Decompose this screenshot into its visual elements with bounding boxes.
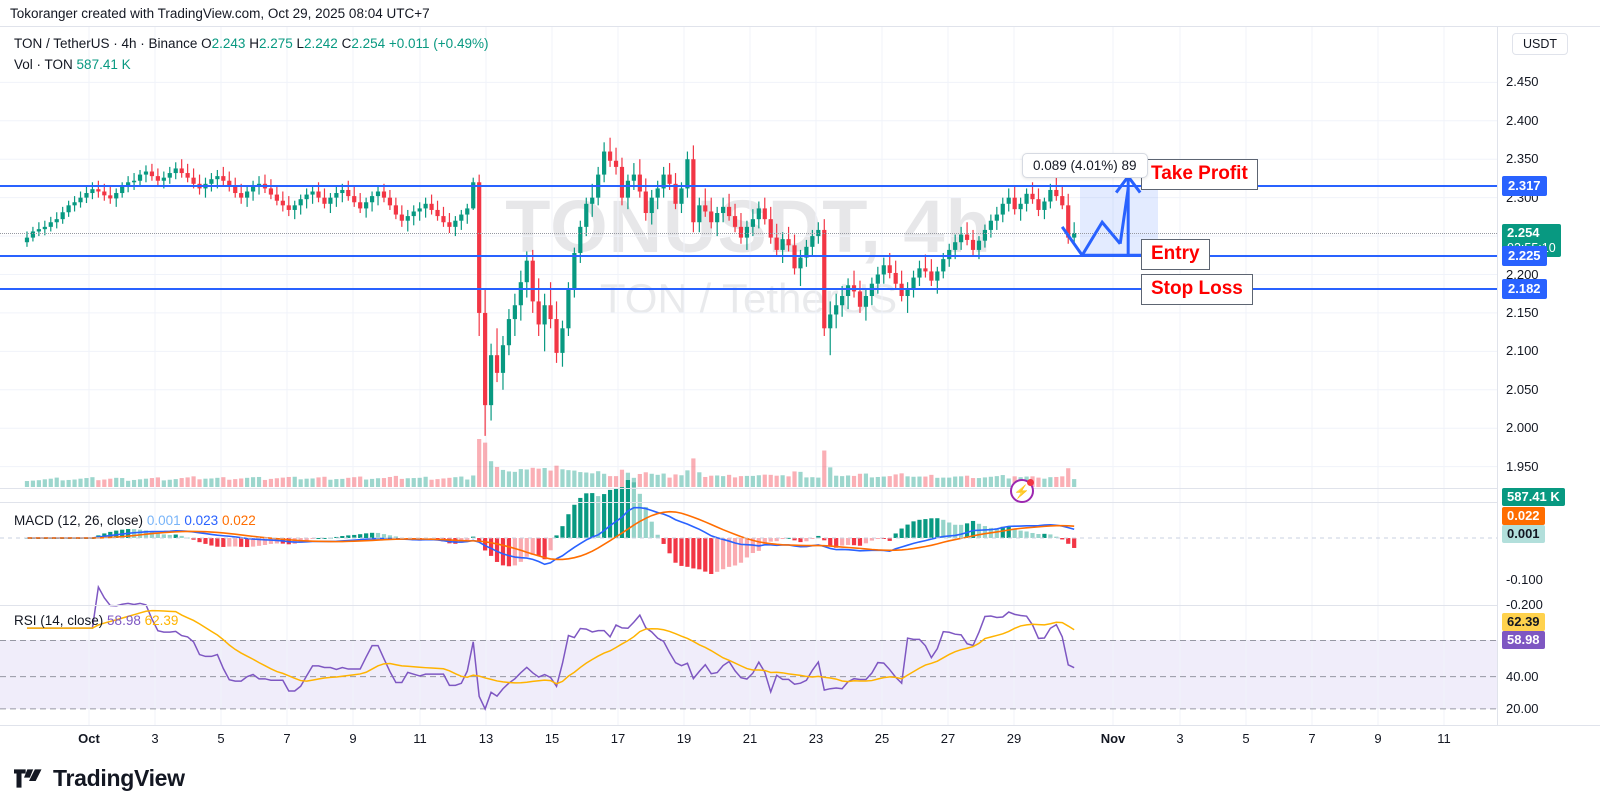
legend-close-value: 2.254 — [351, 36, 386, 51]
time-tick: 27 — [940, 731, 956, 746]
legend-high-label: H — [249, 36, 259, 51]
macd-hist-value: 0.001 — [146, 513, 181, 528]
stop-loss-line[interactable] — [0, 288, 1497, 291]
time-tick: 19 — [676, 731, 692, 746]
entry-label[interactable]: Entry — [1141, 239, 1210, 271]
price-tick: 1.950 — [1506, 458, 1539, 474]
entry-price-badge[interactable]: 2.225 — [1502, 246, 1547, 267]
price-tick: 2.450 — [1506, 74, 1539, 90]
tradingview-logo-icon — [14, 769, 42, 788]
macd-line-value: 0.023 — [184, 513, 219, 528]
last-price-line — [0, 233, 1497, 234]
take-profit-label[interactable]: Take Profit — [1141, 158, 1258, 190]
time-tick: 5 — [217, 731, 225, 746]
rsi-ma-badge[interactable]: 62.39 — [1502, 613, 1545, 631]
lightning-bolt-icon[interactable]: ⚡ — [1010, 479, 1034, 503]
rsi-tick: 20.00 — [1506, 700, 1539, 716]
price-tick: 2.100 — [1506, 343, 1539, 359]
measurement-tooltip: 0.089 (4.01%) 89 — [1022, 152, 1148, 178]
legend-open-value: 2.243 — [211, 36, 246, 51]
time-tick: 3 — [151, 731, 159, 746]
rsi-legend-name: RSI (14, close) — [14, 613, 104, 628]
time-axis[interactable]: Oct 3 5 7 9 11 13 15 17 19 21 23 25 27 29 Nov 3 5 7 9 11 — [0, 726, 1600, 760]
time-tick: Oct — [78, 731, 100, 746]
legend-volume-row: Vol · TON 587.41 K — [14, 56, 488, 74]
macd-tick: -0.100 — [1506, 571, 1543, 587]
legend-open-label: O — [201, 36, 212, 51]
time-tick: 11 — [1437, 731, 1451, 746]
chart-legend: TON / TetherUS · 4h · Binance O2.243 H2.… — [14, 35, 488, 74]
macd-signal-badge[interactable]: 0.022 — [1502, 507, 1545, 525]
macd-legend-name: MACD (12, 26, close) — [14, 513, 144, 528]
time-tick: 3 — [1176, 731, 1184, 746]
footer: TradingView — [0, 760, 1600, 797]
rsi-legend[interactable]: RSI (14, close) 58.98 62.39 — [14, 613, 178, 628]
time-tick: 23 — [808, 731, 824, 746]
time-tick: 7 — [283, 731, 291, 746]
legend-volume-label: Vol · TON — [14, 57, 73, 72]
time-tick: 29 — [1006, 731, 1022, 746]
time-tick: 9 — [1374, 731, 1382, 746]
rsi-value: 58.98 — [107, 613, 141, 628]
take-profit-line[interactable] — [0, 184, 1497, 187]
time-tick: 13 — [478, 731, 494, 746]
legend-low-label: L — [296, 36, 305, 51]
volume-value-badge[interactable]: 587.41 K — [1502, 488, 1565, 506]
macd-legend[interactable]: MACD (12, 26, close) 0.001 0.023 0.022 — [14, 513, 256, 528]
legend-close-label: C — [341, 36, 352, 51]
last-price-value: 2.254 — [1507, 225, 1540, 240]
pane-separator-macd[interactable] — [0, 502, 1600, 503]
price-axis[interactable]: USDT 2.4502.4002.3502.3002.2502.2002.150… — [1497, 27, 1600, 725]
rsi-tick: 40.00 — [1506, 668, 1539, 684]
gridlines — [0, 27, 1497, 725]
entry-line[interactable] — [0, 255, 1497, 258]
time-tick: 17 — [610, 731, 626, 746]
watermark-symbol: TONUSDT, 4h — [505, 184, 992, 268]
stop-loss-price-badge[interactable]: 2.182 — [1502, 279, 1547, 300]
time-tick: 11 — [413, 731, 427, 746]
plot-area[interactable]: TONUSDT, 4h TON / TetherUS ⚡ 0.089 (4.01… — [0, 27, 1497, 725]
tradingview-logo-text: TradingView — [53, 765, 185, 791]
pane-separator-volume[interactable] — [0, 488, 1600, 489]
legend-ohlc-row: TON / TetherUS · 4h · Binance O2.243 H2.… — [14, 35, 488, 53]
take-profit-price-badge[interactable]: 2.317 — [1502, 175, 1547, 196]
time-tick: 5 — [1242, 731, 1250, 746]
rsi-ma-value: 62.39 — [144, 613, 179, 628]
macd-signal-value: 0.022 — [221, 513, 256, 528]
time-tick: 15 — [544, 731, 560, 746]
price-axis-unit: USDT — [1512, 33, 1569, 55]
price-tick: 2.200 — [1506, 266, 1539, 282]
stop-loss-label[interactable]: Stop Loss — [1141, 274, 1253, 306]
price-tick: 2.150 — [1506, 304, 1539, 320]
pane-separator-rsi[interactable] — [0, 605, 1600, 606]
time-tick: 9 — [349, 731, 357, 746]
attribution-text: Tokoranger created with TradingView.com,… — [10, 6, 430, 21]
price-tick: 2.350 — [1506, 151, 1539, 167]
legend-low-value: 2.242 — [304, 36, 338, 51]
time-tick: 25 — [874, 731, 890, 746]
time-tick: Nov — [1100, 731, 1126, 746]
tradingview-logo[interactable]: TradingView — [14, 765, 185, 792]
time-tick: 7 — [1308, 731, 1316, 746]
rsi-badge[interactable]: 58.98 — [1502, 631, 1545, 649]
macd-tick: -0.200 — [1506, 597, 1543, 612]
watermark-description: TON / TetherUS — [599, 274, 898, 322]
legend-change-value: +0.011 (+0.49%) — [388, 36, 489, 51]
macd-hist-badge[interactable]: 0.001 — [1502, 525, 1545, 543]
price-tick: 2.400 — [1506, 112, 1539, 128]
legend-symbol[interactable]: TON / TetherUS · 4h · Binance — [14, 36, 198, 51]
rsi-band — [0, 640, 1497, 709]
legend-volume-value: 587.41 K — [76, 57, 131, 72]
time-tick: 21 — [742, 731, 758, 746]
price-tick: 2.000 — [1506, 420, 1539, 436]
legend-high-value: 2.275 — [258, 36, 293, 51]
price-series — [0, 137, 1497, 711]
price-tick: 2.050 — [1506, 381, 1539, 397]
chart-frame: TONUSDT, 4h TON / TetherUS ⚡ 0.089 (4.01… — [0, 26, 1600, 726]
projection-arrow — [1060, 175, 1159, 257]
